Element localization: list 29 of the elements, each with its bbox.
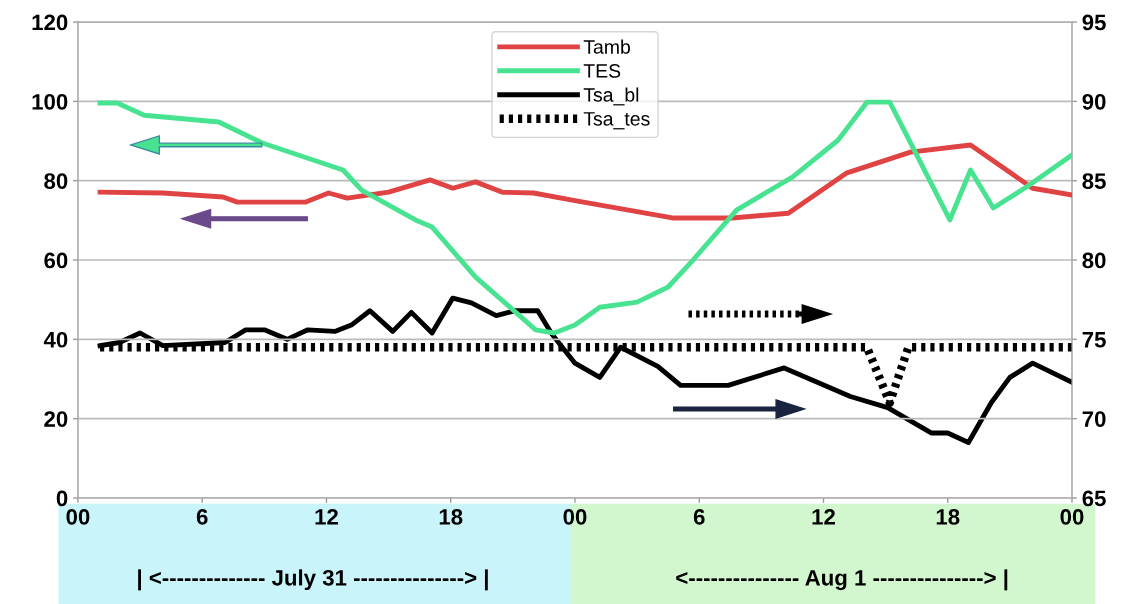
x-tick-label: 18 bbox=[439, 509, 463, 525]
legend-label: Tsa_bl bbox=[583, 87, 639, 106]
x-tick-label: 6 bbox=[693, 509, 705, 525]
y-tick-label: 40 bbox=[43, 331, 68, 348]
y2-tick-label: 90 bbox=[1082, 93, 1106, 110]
x-tick-label: 00 bbox=[563, 509, 587, 525]
x-tick-label: 00 bbox=[66, 509, 90, 525]
legend-label: Tamb bbox=[583, 39, 631, 54]
y-tick-label: 80 bbox=[44, 173, 68, 189]
y2-tick-label: 75 bbox=[1082, 332, 1106, 348]
legend-label: Tsa_tes bbox=[583, 112, 650, 130]
y2-tick-label: 85 bbox=[1082, 173, 1106, 189]
x-tick-label: 00 bbox=[1060, 509, 1084, 525]
y2-tick-label: 70 bbox=[1082, 411, 1106, 427]
y-tick-label: 60 bbox=[44, 252, 68, 269]
y2-tick-label: 95 bbox=[1082, 14, 1106, 31]
x-tick-label: 12 bbox=[812, 509, 835, 525]
text: | <-------------- July 31 ---------------> | bbox=[138, 569, 488, 591]
y-tick-label: 20 bbox=[44, 411, 68, 427]
x-tick-label: 18 bbox=[936, 509, 960, 525]
y-tick-label: 100 bbox=[32, 93, 68, 110]
y2-tick-label: 65 bbox=[1082, 490, 1106, 507]
y2-tick-label: 80 bbox=[1082, 252, 1106, 269]
x-tick-label: 12 bbox=[315, 509, 338, 525]
y-tick-label: 120 bbox=[32, 14, 68, 31]
text: <--------------- Aug 1 ---------------> | bbox=[676, 569, 1008, 591]
legend-label: TES bbox=[583, 64, 621, 78]
y-tick-label: 0 bbox=[56, 490, 68, 507]
x-tick-label: 6 bbox=[196, 509, 208, 525]
